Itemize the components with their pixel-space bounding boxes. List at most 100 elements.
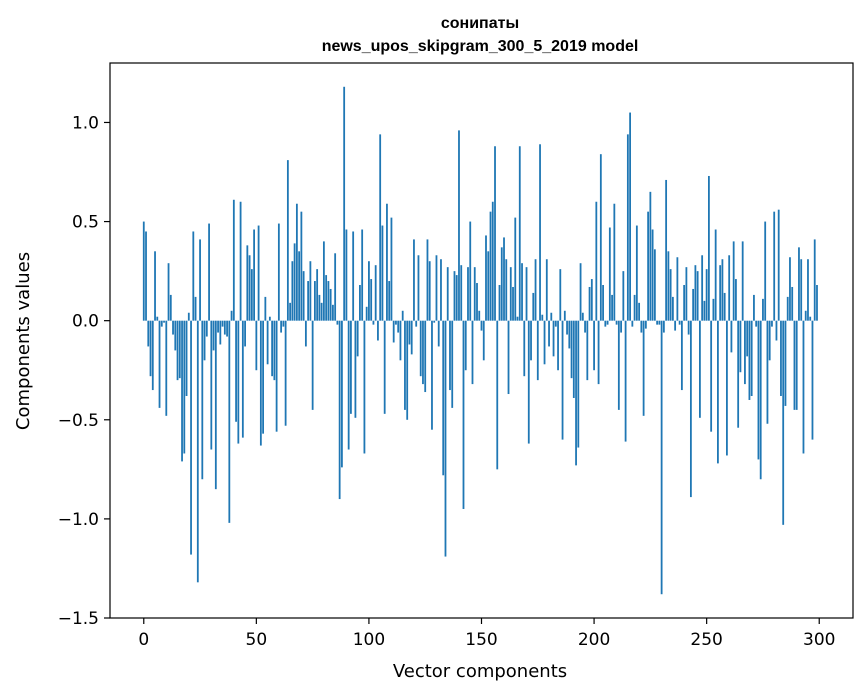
bar-component-150	[480, 320, 483, 331]
bar-component-31	[212, 320, 215, 351]
bar-component-170	[525, 267, 528, 321]
bar-component-94	[354, 320, 357, 418]
bar-component-276	[764, 221, 767, 321]
bar-component-68	[295, 203, 298, 321]
bar-component-273	[757, 320, 760, 460]
bar-component-46	[246, 245, 249, 321]
bar-component-29	[208, 223, 210, 321]
bar-component-32	[214, 320, 217, 490]
bar-component-196	[584, 320, 586, 333]
bar-component-201	[595, 201, 598, 321]
bar-component-265	[739, 320, 742, 373]
bar-component-262	[732, 241, 735, 321]
bar-component-12	[169, 294, 172, 321]
bar-component-299	[816, 285, 818, 321]
bar-component-186	[561, 320, 564, 440]
bar-component-87	[338, 320, 341, 500]
bar-component-298	[813, 239, 816, 321]
y-axis-label: Components values	[13, 252, 34, 430]
bar-component-243	[689, 320, 692, 498]
bar-component-37	[226, 320, 228, 337]
bar-component-184	[557, 320, 559, 371]
bar-component-26	[201, 320, 204, 480]
bar-component-9	[163, 320, 165, 323]
bar-component-30	[210, 320, 213, 450]
bar-component-258	[723, 292, 726, 321]
bar-component-256	[719, 265, 722, 321]
bar-component-182	[552, 320, 555, 357]
bar-component-80	[322, 241, 325, 321]
y-axis-ticks: −1.5 −1.0 −0.5 0.0 0.5 1.0	[58, 113, 110, 629]
bar-component-214	[624, 320, 627, 442]
bar-component-237	[676, 257, 679, 321]
bar-component-59	[275, 320, 278, 432]
bar-component-260	[728, 255, 731, 321]
bar-component-111	[392, 320, 395, 343]
bar-component-189	[568, 320, 571, 349]
bar-component-43	[239, 201, 242, 321]
bar-component-280	[773, 211, 776, 321]
bar-component-266	[741, 241, 744, 321]
bar-component-8	[160, 320, 163, 327]
bar-component-166	[516, 316, 519, 321]
bar-component-35	[221, 320, 224, 327]
bar-component-283	[780, 320, 782, 396]
bar-component-232	[665, 179, 668, 321]
bar-component-62	[282, 320, 285, 327]
bar-component-277	[766, 320, 769, 424]
bar-component-92	[350, 320, 352, 414]
bar-component-267	[744, 320, 746, 385]
bar-component-160	[503, 237, 505, 321]
bar-component-270	[750, 320, 753, 396]
bar-component-54	[264, 296, 267, 321]
bar-component-252	[710, 320, 713, 432]
bar-component-268	[746, 320, 749, 357]
bar-component-292	[800, 259, 803, 321]
bar-component-66	[291, 261, 294, 321]
bar-component-163	[509, 267, 512, 321]
bar-component-123	[419, 320, 422, 377]
bar-component-264	[737, 320, 740, 428]
bar-component-122	[417, 255, 420, 321]
bar-component-126	[426, 239, 429, 321]
bar-component-249	[703, 300, 706, 321]
bar-component-168	[521, 263, 523, 321]
bar-component-71	[302, 271, 305, 321]
bar-component-199	[590, 279, 593, 321]
bar-component-173	[532, 292, 535, 321]
bar-component-118	[408, 320, 411, 345]
x-tick-label: 200	[578, 630, 610, 650]
bar-component-279	[771, 320, 773, 327]
bar-component-3	[149, 320, 152, 377]
bar-component-208	[611, 294, 613, 321]
bar-component-130	[435, 255, 438, 321]
bar-component-58	[273, 320, 276, 381]
bar-component-274	[759, 320, 762, 480]
bar-component-194	[579, 263, 582, 321]
bar-component-21	[190, 320, 192, 555]
bar-component-36	[223, 320, 226, 335]
bar-component-228	[656, 320, 659, 325]
bar-component-285	[784, 320, 787, 406]
bar-component-161	[505, 259, 508, 321]
bar-component-230	[660, 320, 663, 595]
bar-component-224	[647, 211, 650, 321]
bar-component-263	[735, 279, 737, 321]
bar-component-187	[563, 310, 566, 321]
bar-component-56	[268, 316, 271, 321]
bar-component-119	[410, 320, 413, 355]
bar-component-139	[455, 275, 458, 321]
x-tick-label: 150	[465, 630, 497, 650]
bar-component-225	[649, 191, 652, 321]
bar-component-241	[685, 267, 688, 321]
bar-component-188	[566, 320, 568, 335]
bar-component-137	[451, 320, 454, 408]
bar-component-203	[599, 154, 602, 321]
bar-component-218	[633, 294, 636, 321]
bar-component-22	[192, 231, 195, 321]
bar-component-269	[748, 320, 751, 400]
bar-component-205	[604, 320, 607, 327]
bar-component-197	[586, 320, 589, 381]
bar-component-40	[232, 199, 235, 321]
